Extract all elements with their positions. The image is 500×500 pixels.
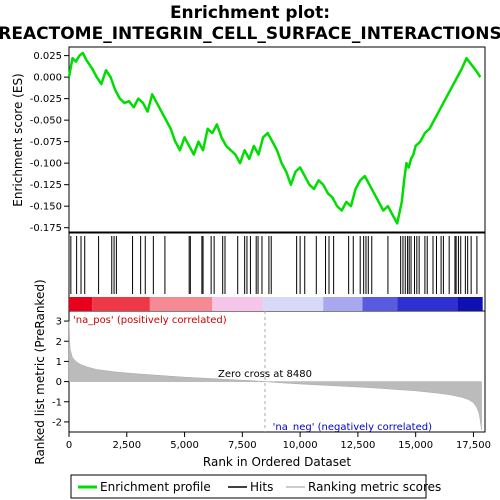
es-y-tick-label: -0.100 <box>30 159 62 170</box>
na-neg-label: 'na_neg' (negatively correlated) <box>273 422 432 433</box>
es-y-tick-label: -0.075 <box>30 137 62 148</box>
x-tick-label: 10,000 <box>283 440 318 451</box>
legend-enrichment-label: Enrichment profile <box>100 480 211 494</box>
metric-area <box>68 321 482 431</box>
es-y-tick-label: -0.150 <box>30 202 62 213</box>
strip-segment <box>69 297 93 311</box>
zero-cross-label: Zero cross at 8480 <box>218 369 312 380</box>
na-pos-label: 'na_pos' (positively correlated) <box>73 315 227 326</box>
enrichment-profile-polyline <box>67 51 482 225</box>
strip-segment <box>149 297 213 311</box>
strip-segment <box>362 297 398 311</box>
strip-segment <box>457 297 483 311</box>
es-y-tick-label: -0.175 <box>30 223 62 234</box>
x-tick-label: 2,500 <box>112 440 141 451</box>
strip-segment <box>323 297 363 311</box>
legend-metric-label: Ranking metric scores <box>308 480 441 494</box>
chart-title-line1: Enrichment plot: <box>170 3 330 23</box>
metric-y-axis-label: Ranked list metric (PreRanked) <box>33 279 47 464</box>
hit-lines <box>70 236 478 294</box>
es-axis: 0.025 0.000 -0.025 -0.050 -0.075 -0.100 -0.125… <box>30 51 69 234</box>
ranking-metric-area <box>68 321 482 431</box>
metric-y-tick-label: 0 <box>56 377 62 388</box>
x-tick-label: 17,500 <box>456 440 491 451</box>
legend: Enrichment profile Hits Ranking metric s… <box>70 474 441 499</box>
metric-y-tick-label: -2 <box>52 417 62 428</box>
strip-segment <box>92 297 150 311</box>
strip-segment <box>397 297 458 311</box>
es-panel <box>68 46 486 233</box>
metric-y-tick-label: 1 <box>56 357 62 368</box>
x-tick-label: 0 <box>66 440 72 451</box>
es-y-tick-label: -0.025 <box>30 94 62 105</box>
strip-segment <box>263 297 324 311</box>
legend-hits-label: Hits <box>250 480 273 494</box>
x-tick-label: 7,500 <box>228 440 257 451</box>
x-axis: 0 2,500 5,000 7,500 10,000 12,500 15,000 17,500 <box>66 432 491 451</box>
es-y-axis-label: Enrichment score (ES) <box>11 73 25 206</box>
es-y-tick-label: -0.050 <box>30 116 62 127</box>
correlation-color-strip <box>69 297 483 311</box>
x-axis-label: Rank in Ordered Dataset <box>203 455 351 469</box>
metric-y-tick-label: 3 <box>56 317 62 328</box>
es-y-tick-label: 0.000 <box>33 73 62 84</box>
es-y-tick-label: -0.125 <box>30 180 62 191</box>
metric-y-tick-label: 2 <box>56 337 62 348</box>
strip-segment <box>212 297 264 311</box>
legend-box <box>70 474 427 499</box>
metric-axis: 3 2 1 0 -1 -2 <box>52 317 69 428</box>
metric-y-tick-label: -1 <box>52 397 62 408</box>
x-tick-label: 15,000 <box>398 440 433 451</box>
x-tick-label: 12,500 <box>340 440 375 451</box>
x-tick-label: 5,000 <box>170 440 199 451</box>
es-y-tick-label: 0.025 <box>33 51 62 62</box>
chart-title-line2: REACTOME_INTEGRIN_CELL_SURFACE_INTERACTI… <box>0 24 500 44</box>
enrichment-profile-line <box>67 51 482 225</box>
